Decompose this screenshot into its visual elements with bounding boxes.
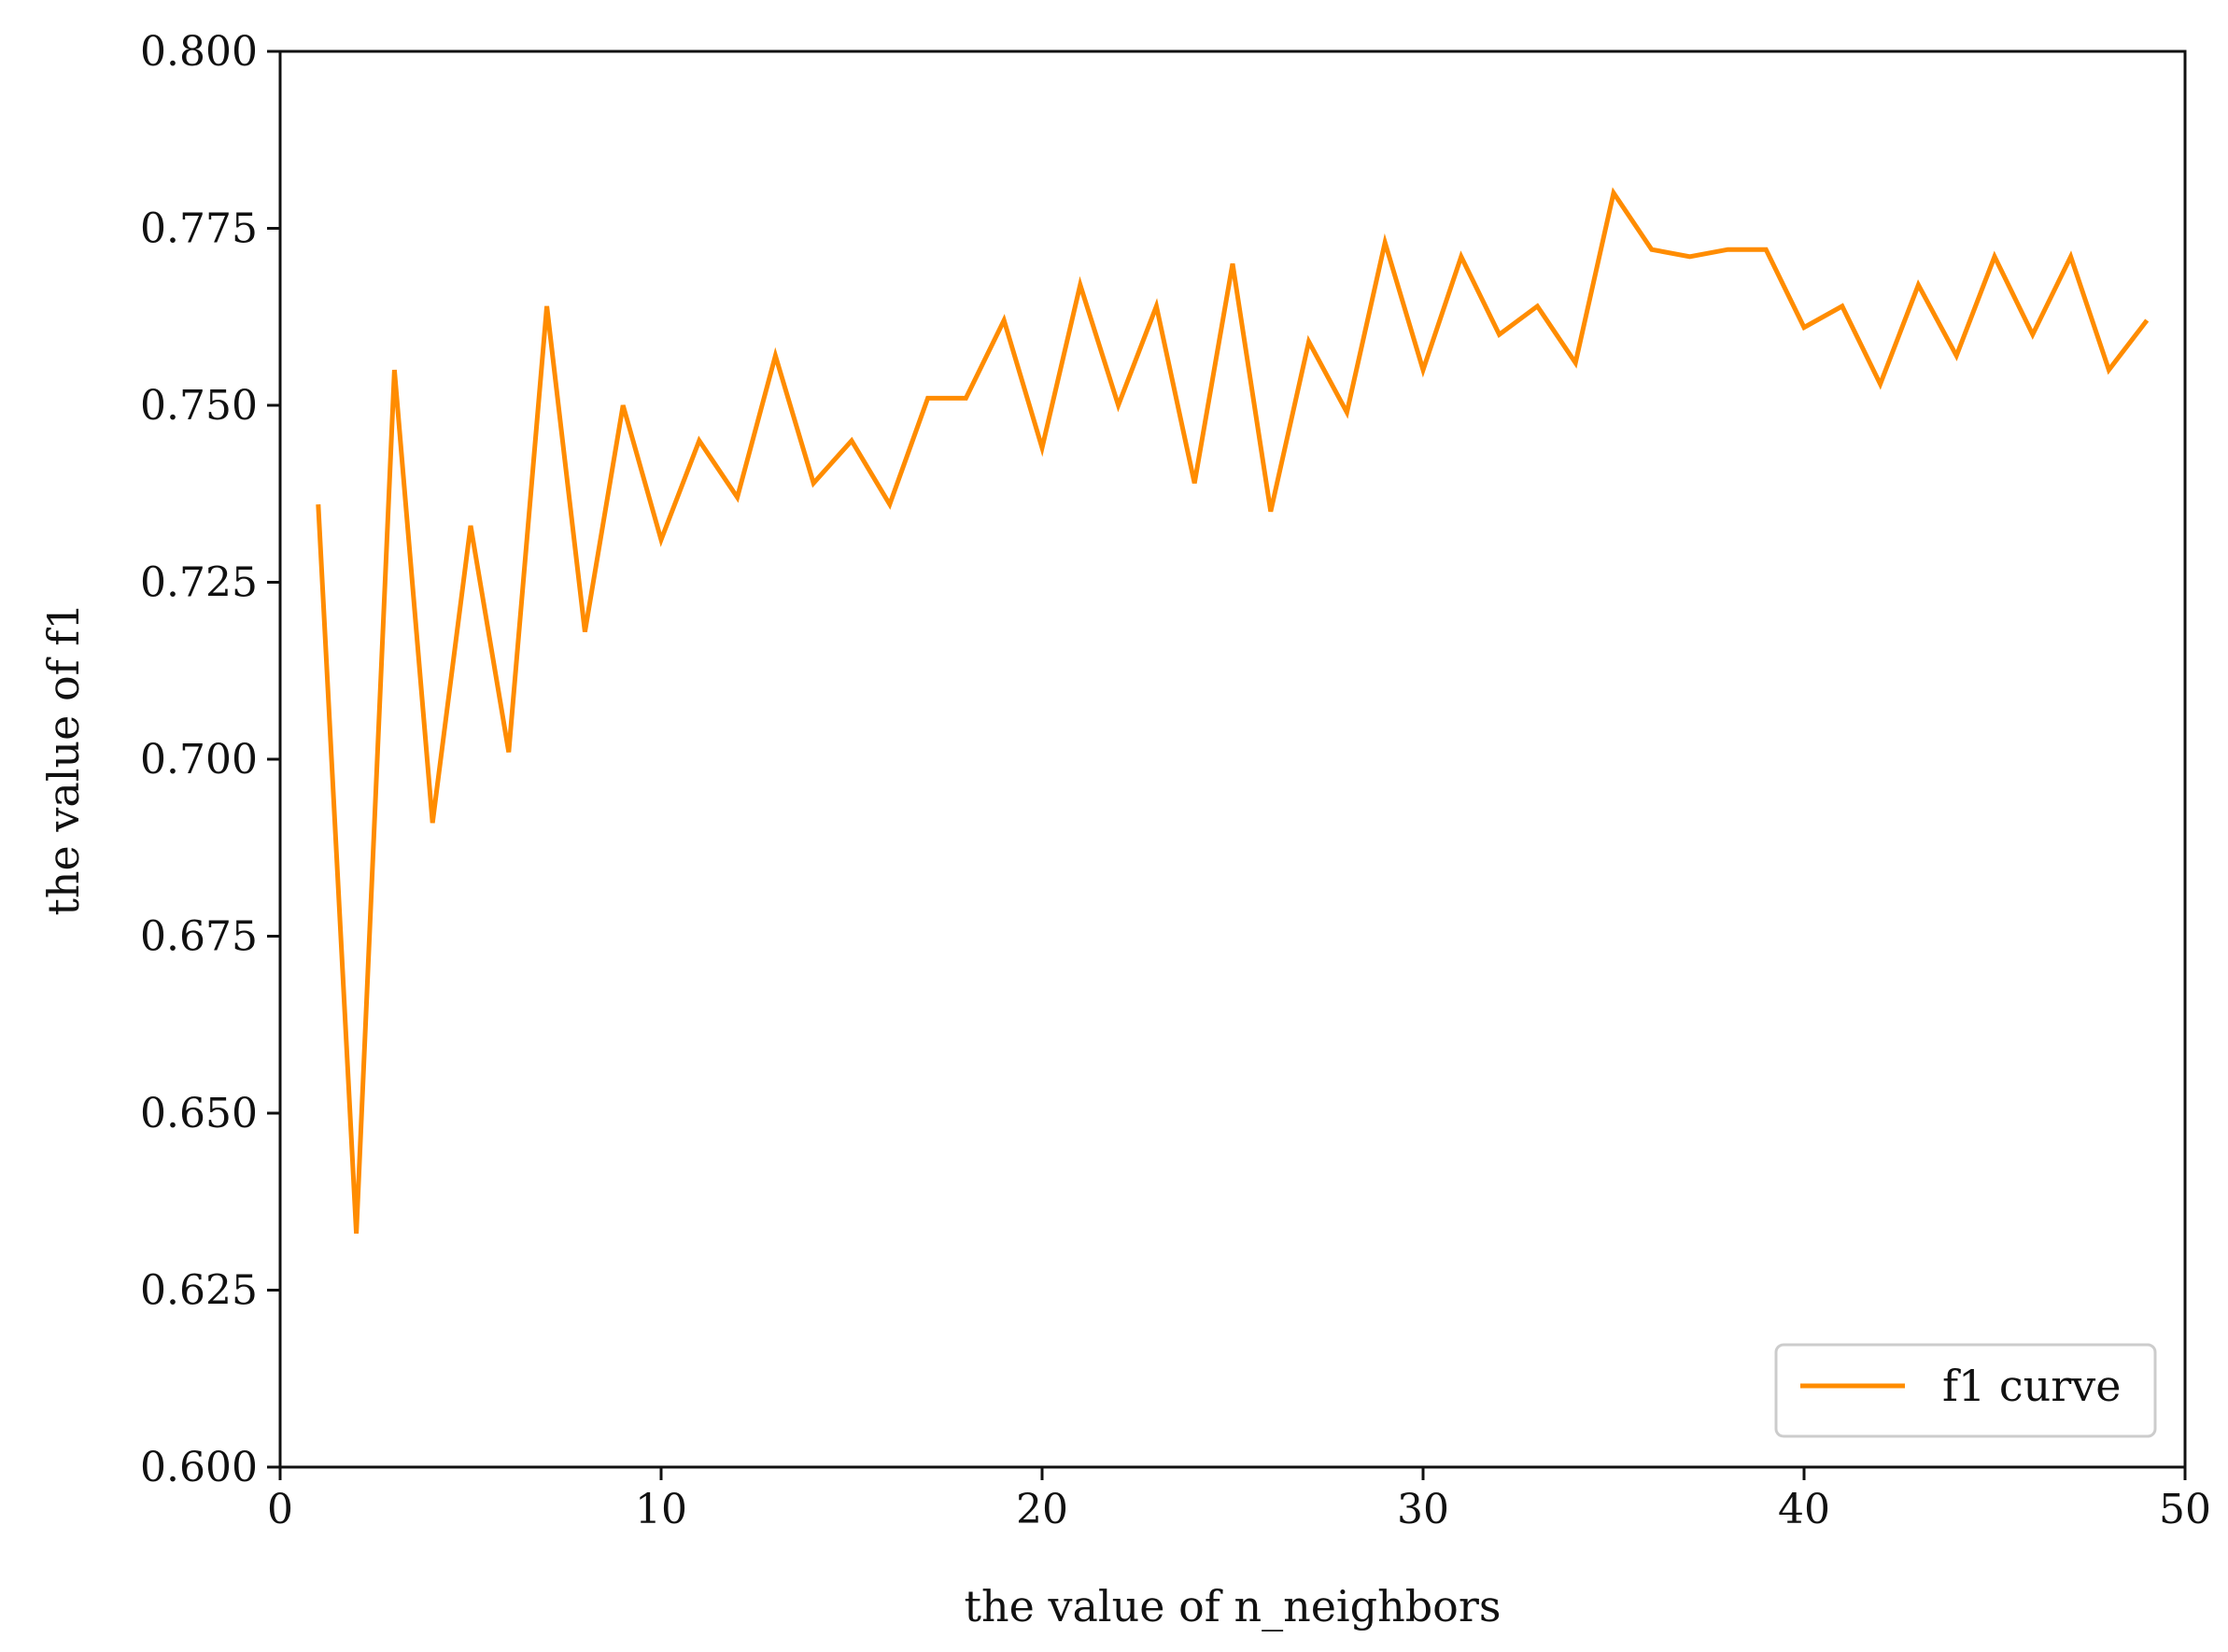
y-tick-label: 0.600	[140, 1444, 258, 1491]
data-point	[469, 524, 472, 528]
data-point	[1192, 481, 1196, 485]
y-tick-label: 0.775	[140, 205, 258, 253]
x-tick-label: 50	[2159, 1486, 2211, 1533]
data-point	[811, 481, 815, 485]
data-point	[1688, 255, 1692, 259]
data-point	[1345, 411, 1348, 415]
data-point	[1040, 445, 1044, 449]
data-point	[698, 439, 701, 443]
data-point	[2031, 332, 2035, 336]
x-tick-label: 30	[1397, 1486, 1449, 1533]
data-point	[583, 630, 586, 634]
plot-frame	[278, 49, 2187, 1469]
legend-box	[1774, 1343, 2157, 1438]
legend-label: f1 curve	[1942, 1361, 2122, 1411]
data-point	[926, 396, 930, 400]
y-tick-label: 0.750	[140, 382, 258, 430]
data-point	[773, 354, 777, 358]
x-axis-label: the value of n_neighbors	[965, 1581, 1502, 1631]
data-point	[1764, 247, 1768, 251]
data-point	[1650, 247, 1654, 251]
data-point	[888, 502, 892, 506]
x-tick-label: 40	[1778, 1486, 1830, 1533]
x-tick-label: 0	[267, 1486, 293, 1533]
y-tick-label: 0.725	[140, 559, 258, 607]
data-point	[1612, 191, 1615, 195]
data-point	[2069, 255, 2073, 259]
data-point	[1498, 332, 1502, 336]
data-point	[1002, 318, 1006, 322]
data-point	[964, 396, 967, 400]
data-point	[1879, 382, 1883, 386]
data-point	[1573, 361, 1577, 365]
data-point	[1916, 283, 1920, 287]
data-point	[507, 750, 511, 754]
data-point	[850, 439, 853, 443]
series-line-f1-curve	[316, 187, 2150, 1235]
data-point	[1117, 403, 1121, 407]
data-point	[1459, 255, 1463, 259]
data-point	[1954, 354, 1958, 358]
data-point	[1802, 326, 1806, 330]
data-point	[545, 304, 549, 308]
data-point	[621, 403, 625, 407]
x-tick-label: 20	[1016, 1486, 1068, 1533]
data-point	[736, 496, 740, 500]
data-point	[392, 368, 396, 372]
data-point	[1269, 510, 1273, 514]
data-point	[430, 821, 434, 825]
data-point	[1231, 261, 1234, 265]
data-point	[2145, 318, 2149, 322]
legend: f1 curve	[1774, 1343, 2157, 1438]
data-point	[1154, 304, 1158, 308]
data-point	[1421, 368, 1425, 372]
y-tick-label: 0.700	[140, 736, 258, 784]
data-point	[659, 538, 663, 542]
tick-layer: 0 10 20 30 40 50 0.600 0.625 0.650 0.675 0.700 0.72…	[140, 28, 2211, 1533]
y-axis-label: the value of f1	[38, 602, 89, 915]
series-layer	[316, 187, 2150, 1235]
data-point	[1079, 283, 1082, 287]
data-point	[1993, 255, 1996, 259]
y-tick-label: 0.650	[140, 1090, 258, 1137]
y-tick-label: 0.675	[140, 913, 258, 961]
data-point	[1307, 340, 1311, 344]
data-point	[1840, 304, 1844, 308]
data-point	[1535, 304, 1539, 308]
data-point	[317, 502, 320, 506]
data-point	[355, 1232, 359, 1235]
y-tick-label: 0.800	[140, 28, 258, 76]
data-point	[2107, 368, 2110, 372]
data-point	[1383, 241, 1387, 245]
x-tick-label: 10	[635, 1486, 687, 1533]
data-point	[1726, 247, 1729, 251]
y-tick-label: 0.625	[140, 1267, 258, 1315]
